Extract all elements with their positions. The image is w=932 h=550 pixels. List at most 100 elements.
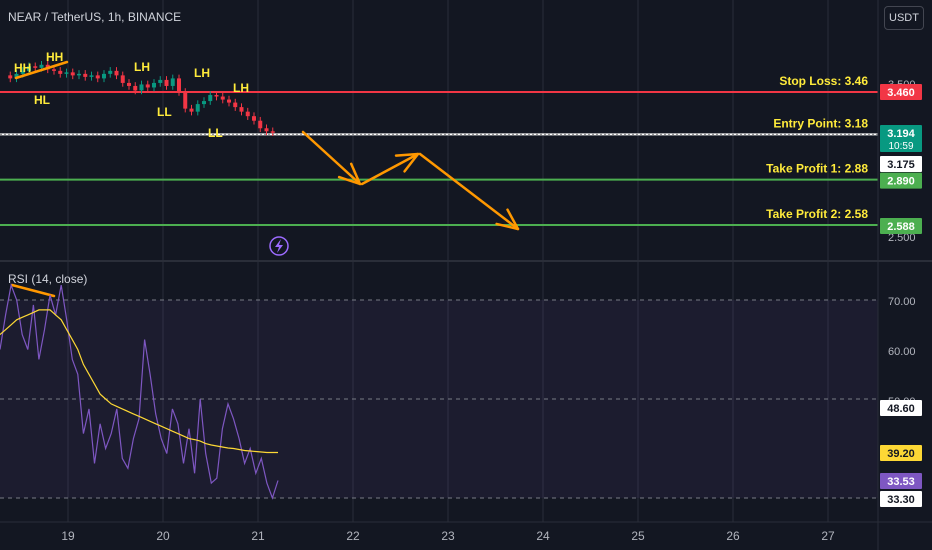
rsi-line xyxy=(0,282,279,500)
candle-body xyxy=(127,82,131,86)
swing-label: HH xyxy=(14,61,31,75)
candle-body xyxy=(58,70,63,74)
take-profit-2-badge-bg xyxy=(880,218,922,234)
y-tick-label: 2.500 xyxy=(888,232,916,244)
swing-label: LL xyxy=(157,105,172,119)
candle-body xyxy=(264,128,269,132)
candle-body xyxy=(95,75,100,79)
rsi-ma-line xyxy=(0,309,278,454)
annotations: HH HH HL LH LH LL LH LL xyxy=(14,50,520,256)
rsi-value-badge: 33.53 xyxy=(887,476,915,488)
rsi-ma-badge-bg xyxy=(880,445,922,461)
take-profit-1-badge-bg xyxy=(880,172,922,189)
x-tick-label: 22 xyxy=(346,529,360,543)
candle-body xyxy=(202,101,206,105)
candle-body xyxy=(252,116,256,121)
swing-label: HL xyxy=(34,93,50,107)
rsi-y-tick-label: 70.00 xyxy=(888,296,916,308)
candle-body xyxy=(164,79,169,86)
candle-body xyxy=(233,102,238,108)
swing-label: LH xyxy=(134,60,150,74)
swing-label: HH xyxy=(46,50,63,64)
currency-button[interactable]: USDT xyxy=(884,6,924,30)
x-tick-label: 24 xyxy=(536,529,550,543)
projection-arrow-1 xyxy=(301,130,362,186)
x-tick-label: 21 xyxy=(251,529,265,543)
last-price-badge: 3.194 xyxy=(887,128,915,140)
price-badge-plain: 3.175 xyxy=(887,159,915,171)
rsi-band xyxy=(0,299,878,499)
candle-body xyxy=(145,84,150,88)
rsi-ma-badge: 39.20 xyxy=(887,448,915,460)
rsi-value-badge-bg xyxy=(880,473,922,489)
candle-body xyxy=(70,72,75,76)
candle-body xyxy=(227,99,231,103)
rsi-badge-plain: 48.60 xyxy=(887,403,915,415)
candle-body xyxy=(27,66,31,71)
swing-label: LH xyxy=(194,66,210,80)
candle-body xyxy=(158,79,163,83)
candle-body xyxy=(177,78,181,92)
candle-body xyxy=(20,70,25,74)
candle-body xyxy=(152,82,156,88)
candle-body xyxy=(114,70,119,76)
candle-body xyxy=(120,75,125,83)
level-label: Take Profit 2: 2.58 xyxy=(766,207,868,221)
candle-body xyxy=(189,108,194,112)
level-label: Take Profit 1: 2.88 xyxy=(766,162,868,176)
rsi-indicator-title[interactable]: RSI (14, close) xyxy=(8,272,88,286)
candle-body xyxy=(83,73,88,77)
candle-body xyxy=(258,120,263,129)
rsi-y-tick-label: 60.00 xyxy=(888,346,916,358)
take-profit-2-badge: 2.588 xyxy=(887,221,915,233)
lightning-icon-bolt xyxy=(275,239,283,253)
candle-body xyxy=(208,95,213,102)
candle-body xyxy=(270,131,275,133)
take-profit-1-badge: 2.890 xyxy=(887,176,915,188)
candle-body xyxy=(170,78,175,86)
candle-body xyxy=(139,84,144,91)
rsi-badge-plain-2: 33.30 xyxy=(887,494,915,506)
candle-body xyxy=(195,104,200,112)
projection-arrow-2-head xyxy=(394,152,420,173)
candle-body xyxy=(245,111,250,117)
projection-arrow-1-head xyxy=(337,162,362,186)
candle-body xyxy=(102,73,106,79)
grid-lines xyxy=(0,0,932,522)
level-label: Stop Loss: 3.46 xyxy=(779,74,868,88)
rsi-trend-line xyxy=(10,283,56,298)
swing-label: LL xyxy=(208,126,223,140)
candle-body xyxy=(33,66,38,68)
candle-body xyxy=(183,92,188,109)
stop-loss-badge-bg xyxy=(880,84,922,100)
candle-body xyxy=(77,73,81,76)
candle-body xyxy=(214,95,219,97)
x-tick-label: 26 xyxy=(726,529,740,543)
candle-body xyxy=(52,69,56,71)
last-price-badge-bg xyxy=(880,125,922,152)
candle-body xyxy=(8,75,13,79)
candle-body xyxy=(39,64,44,68)
candle-body xyxy=(220,96,225,100)
x-tick-label: 23 xyxy=(441,529,455,543)
x-tick-label: 20 xyxy=(156,529,170,543)
candle-body xyxy=(64,72,69,74)
x-tick-label: 27 xyxy=(821,529,835,543)
rsi-badge-plain-bg xyxy=(880,400,922,416)
candle-body xyxy=(133,85,138,91)
price-levels: Stop Loss: 3.46 Entry Point: 3.18 Take Pro… xyxy=(0,74,878,226)
rsi-badge-plain-2-bg xyxy=(880,491,922,507)
candle-body xyxy=(239,107,244,112)
lightning-icon xyxy=(269,236,289,256)
level-label: Entry Point: 3.18 xyxy=(773,116,868,130)
x-tick-label: 19 xyxy=(61,529,75,543)
projection-arrow-3-head xyxy=(495,208,520,231)
candle-body xyxy=(89,75,94,77)
price-badge-plain-bg xyxy=(880,156,922,172)
symbol-title[interactable]: NEAR / TetherUS, 1h, BINANCE xyxy=(8,10,182,24)
swing-label: LH xyxy=(233,81,249,95)
candle-body xyxy=(108,70,113,74)
x-tick-label: 25 xyxy=(631,529,645,543)
